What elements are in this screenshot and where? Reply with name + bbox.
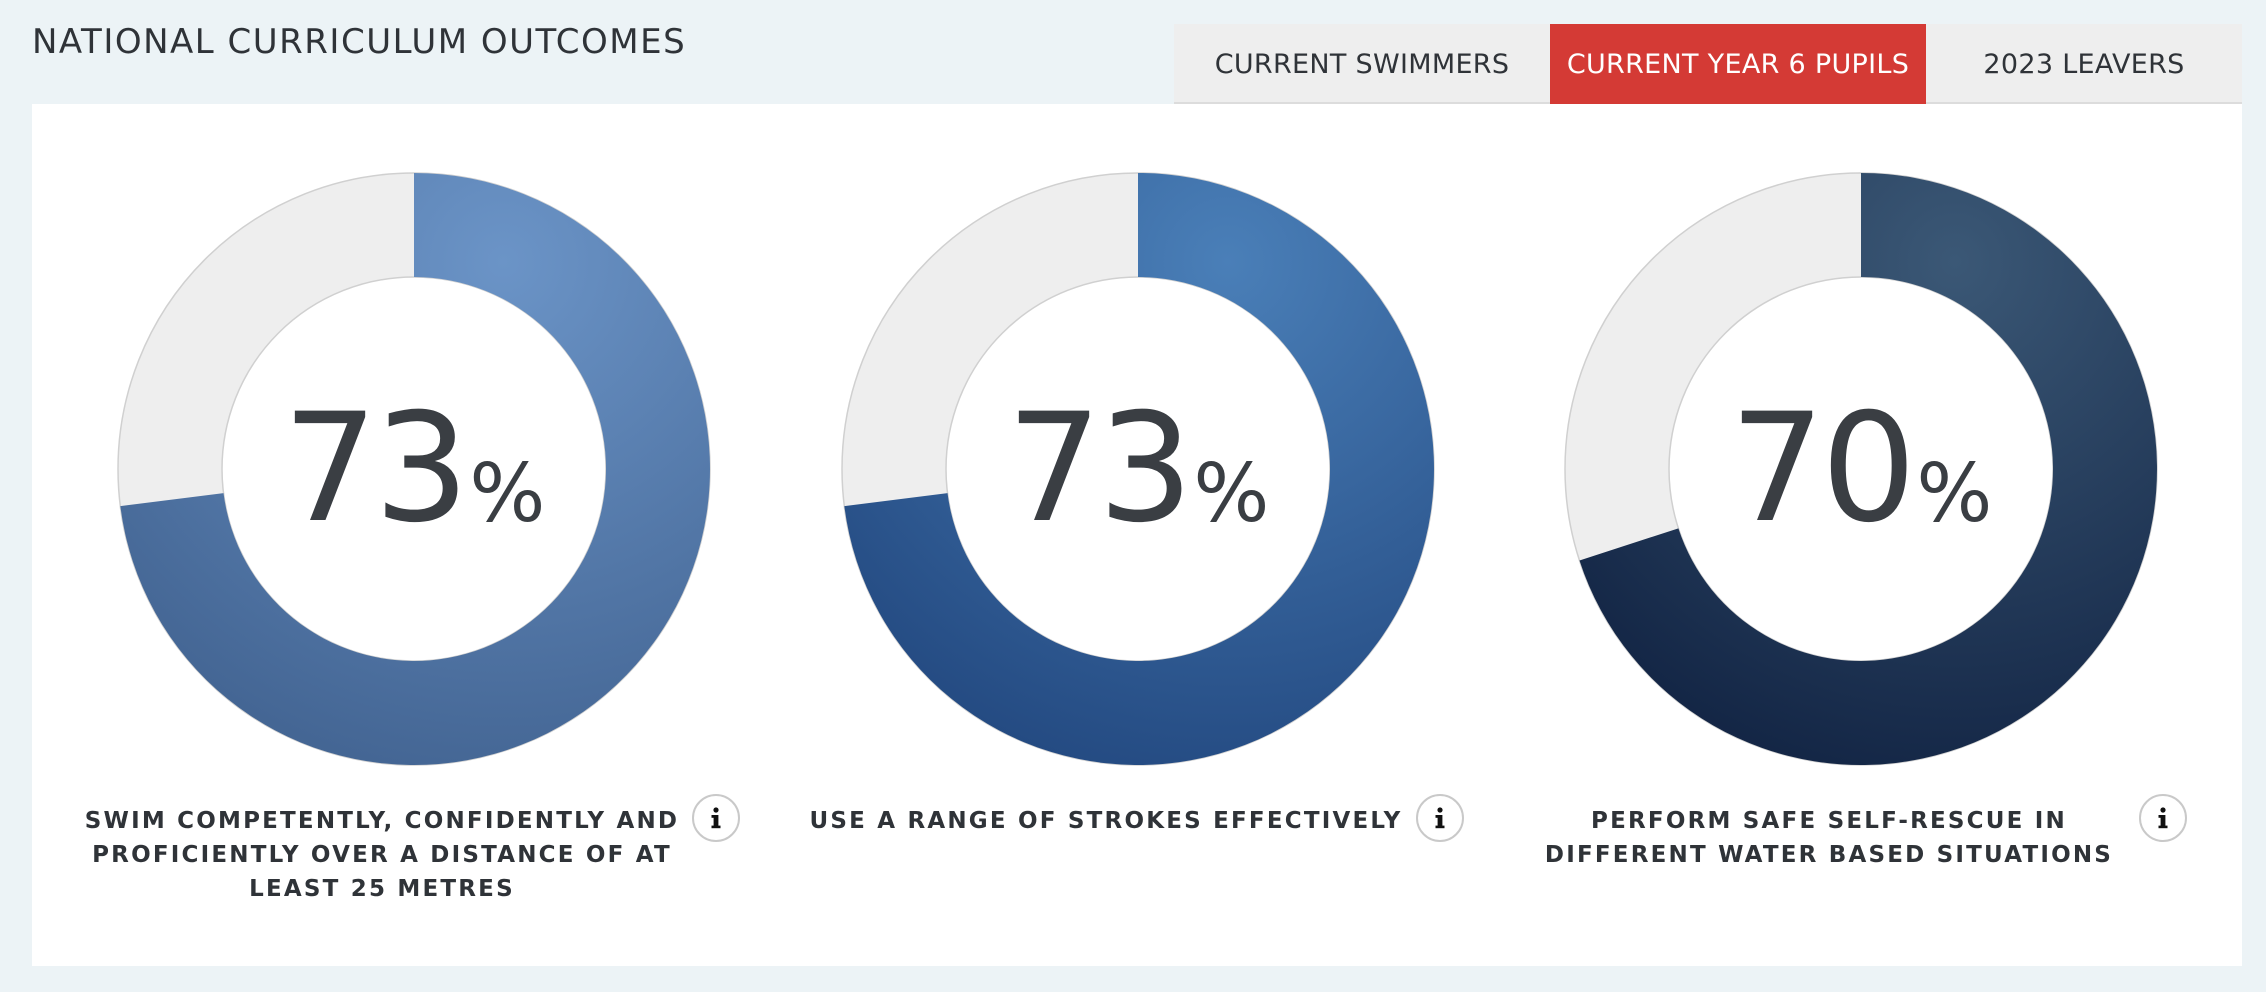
outcome-card: 70 % PERFORM SAFE SELF-RESCUE IN DIFFERE… bbox=[1479, 104, 2187, 966]
info-icon bbox=[2158, 807, 2168, 829]
outcome-card: 73 % USE A RANGE OF STROKES EFFECTIVELY bbox=[756, 104, 1464, 966]
donut-inner-edge bbox=[1668, 276, 2054, 662]
outcomes-panel: 73 % SWIM COMPETENTLY, CONFIDENTLY AND P… bbox=[32, 104, 2242, 966]
donut-arc bbox=[1579, 173, 2157, 765]
tab-current-year-6-pupils[interactable]: CURRENT YEAR 6 PUPILS bbox=[1550, 24, 1926, 104]
donut-svg bbox=[841, 172, 1435, 766]
info-icon bbox=[711, 807, 721, 829]
page-title: NATIONAL CURRICULUM OUTCOMES bbox=[32, 22, 687, 62]
donut-arc bbox=[844, 173, 1434, 766]
donut-inner-edge bbox=[221, 276, 607, 662]
info-button[interactable] bbox=[692, 794, 740, 842]
donut-chart: 73 % bbox=[841, 172, 1435, 766]
donut-arc bbox=[120, 173, 710, 766]
outcome-card: 73 % SWIM COMPETENTLY, CONFIDENTLY AND P… bbox=[32, 104, 740, 966]
donut-inner-edge bbox=[945, 276, 1331, 662]
donut-svg bbox=[117, 172, 711, 766]
donut-svg bbox=[1564, 172, 2158, 766]
info-icon bbox=[1435, 807, 1445, 829]
outcome-label: PERFORM SAFE SELF-RESCUE IN DIFFERENT WA… bbox=[1544, 808, 2114, 868]
tab-2023-leavers[interactable]: 2023 LEAVERS bbox=[1983, 48, 2185, 80]
outcome-label: SWIM COMPETENTLY, CONFIDENTLY AND PROFIC… bbox=[84, 808, 680, 902]
tab-current-swimmers[interactable]: CURRENT SWIMMERS bbox=[1214, 48, 1510, 80]
donut-chart: 73 % bbox=[117, 172, 711, 766]
donut-chart: 70 % bbox=[1564, 172, 2158, 766]
outcome-tabs: CURRENT SWIMMERS CURRENT YEAR 6 PUPILS 2… bbox=[1174, 24, 2242, 104]
info-button[interactable] bbox=[2139, 794, 2187, 842]
outcome-label: USE A RANGE OF STROKES EFFECTIVELY bbox=[809, 808, 1403, 834]
info-button[interactable] bbox=[1416, 794, 1464, 842]
